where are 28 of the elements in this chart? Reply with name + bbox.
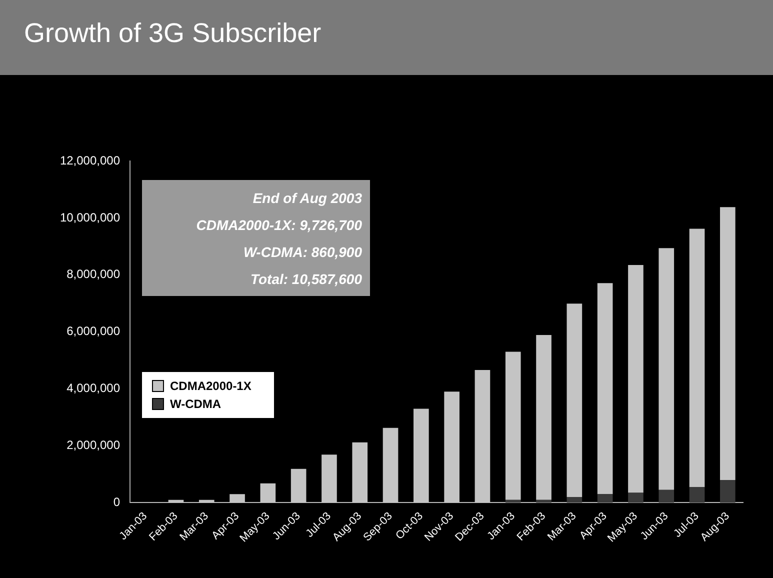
legend-label: W-CDMA xyxy=(170,397,222,411)
annotation: CDMA2000-1X: 9,726,700 xyxy=(196,216,362,232)
y-tick-label: 0 xyxy=(113,495,120,510)
bar xyxy=(658,248,674,490)
bar xyxy=(720,480,736,503)
bar xyxy=(628,492,644,503)
bar xyxy=(628,264,644,493)
bar xyxy=(536,335,552,500)
bar xyxy=(566,497,582,503)
bar xyxy=(689,228,705,488)
bar xyxy=(689,487,705,503)
bar xyxy=(658,490,674,503)
bar xyxy=(505,352,521,500)
y-tick-label: 4,000,000 xyxy=(66,381,120,396)
annotation: W-CDMA: 860,900 xyxy=(243,244,362,260)
y-tick-label: 6,000,000 xyxy=(66,324,120,338)
y-tick-label: 8,000,000 xyxy=(66,267,120,282)
y-tick-label: 12,000,000 xyxy=(60,153,120,168)
y-tick-label: 2,000,000 xyxy=(66,438,120,452)
bar xyxy=(597,283,613,494)
annotation: End of Aug 2003 xyxy=(252,190,362,206)
bar xyxy=(720,207,736,480)
chart-title: Growth of 3G Subscriber xyxy=(24,18,322,49)
bar xyxy=(566,304,582,498)
y-tick-label: 10,000,000 xyxy=(60,210,120,224)
legend-label: CDMA2000-1X xyxy=(170,379,252,393)
annotation: Total: 10,587,600 xyxy=(250,270,362,286)
bar xyxy=(597,494,613,503)
